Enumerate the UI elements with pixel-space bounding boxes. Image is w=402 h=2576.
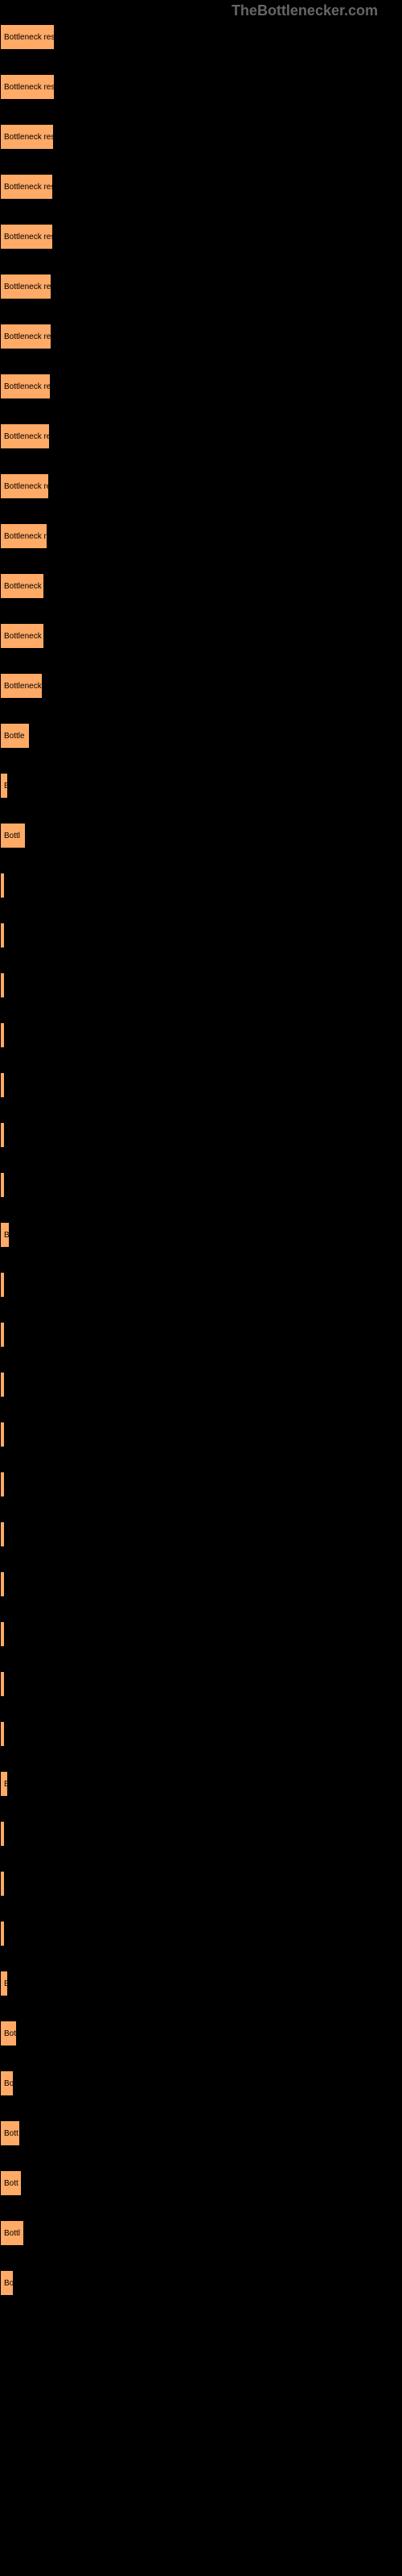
bar-row bbox=[0, 1521, 402, 1547]
bar: Bottleneck bbox=[0, 623, 44, 649]
bar-row bbox=[0, 972, 402, 998]
bar-row: B bbox=[0, 1222, 402, 1248]
bar-row bbox=[0, 1322, 402, 1348]
bar-row: Bottleneck bbox=[0, 673, 402, 699]
bar: Bott bbox=[0, 2120, 20, 2146]
bar-row bbox=[0, 1571, 402, 1597]
bar-row: Bottleneck result bbox=[0, 274, 402, 299]
bar-row: Bottleneck result bbox=[0, 523, 402, 549]
bar: Bottleneck bbox=[0, 673, 43, 699]
bar bbox=[0, 1521, 5, 1547]
bar bbox=[0, 873, 5, 898]
bar bbox=[0, 1571, 5, 1597]
bar-row: Bottleneck result bbox=[0, 423, 402, 449]
bar-row: Bott bbox=[0, 2170, 402, 2196]
bar bbox=[0, 1372, 5, 1397]
bar: Bottleneck result bbox=[0, 374, 51, 399]
bar-row: B bbox=[0, 773, 402, 799]
bar-row: Bottl bbox=[0, 823, 402, 848]
bar bbox=[0, 1721, 5, 1747]
bar-row bbox=[0, 1122, 402, 1148]
bar: Bottleneck result bbox=[0, 124, 54, 150]
bar bbox=[0, 1022, 5, 1048]
bar: B bbox=[0, 1222, 10, 1248]
bar-row: Bottleneck bbox=[0, 573, 402, 599]
bar-row bbox=[0, 1072, 402, 1098]
bar-row bbox=[0, 1721, 402, 1747]
bar bbox=[0, 1621, 5, 1647]
bar: B bbox=[0, 1771, 8, 1797]
bar: Bott bbox=[0, 2170, 22, 2196]
bar bbox=[0, 1921, 5, 1946]
bar-row bbox=[0, 1921, 402, 1946]
bar: Bottleneck result bbox=[0, 324, 51, 349]
bar-chart: Bottleneck result Bottleneck result Bottle… bbox=[0, 0, 402, 2336]
bar-row: Bo bbox=[0, 2270, 402, 2296]
bar-row: B bbox=[0, 1771, 402, 1797]
bar bbox=[0, 1272, 5, 1298]
bar: Bottl bbox=[0, 2220, 24, 2246]
bar bbox=[0, 972, 5, 998]
bar: Bo bbox=[0, 2070, 14, 2096]
bar-row bbox=[0, 1821, 402, 1847]
bar-row: Bottleneck result bbox=[0, 124, 402, 150]
bar-row bbox=[0, 1272, 402, 1298]
bar-row: Bott bbox=[0, 2120, 402, 2146]
bar-row: Bottleneck result bbox=[0, 374, 402, 399]
bar-row: Bottl bbox=[0, 2220, 402, 2246]
bar-row bbox=[0, 1871, 402, 1897]
bar-row: Bo bbox=[0, 2070, 402, 2096]
bar: Bottleneck result bbox=[0, 423, 50, 449]
bar: Bottleneck result bbox=[0, 24, 55, 50]
bar: Bot bbox=[0, 2021, 17, 2046]
bar-row bbox=[0, 1422, 402, 1447]
bar bbox=[0, 1871, 5, 1897]
bar-row: B bbox=[0, 1971, 402, 1996]
bar: Bottleneck result bbox=[0, 174, 53, 200]
bar: B bbox=[0, 1971, 8, 1996]
bar: Bottleneck result bbox=[0, 74, 55, 100]
bar bbox=[0, 1422, 5, 1447]
bar: Bottl bbox=[0, 823, 26, 848]
bar bbox=[0, 1072, 5, 1098]
bar-row: Bottleneck result bbox=[0, 174, 402, 200]
bar-row bbox=[0, 1472, 402, 1497]
bar: Bottleneck result bbox=[0, 274, 51, 299]
bar: Bottleneck result bbox=[0, 224, 53, 250]
bar-row bbox=[0, 1022, 402, 1048]
bar: Bo bbox=[0, 2270, 14, 2296]
bar bbox=[0, 923, 5, 948]
bar-row: Bottleneck result bbox=[0, 473, 402, 499]
bar-row: Bot bbox=[0, 2021, 402, 2046]
bar-row: Bottleneck result bbox=[0, 324, 402, 349]
bar-row: Bottleneck result bbox=[0, 224, 402, 250]
bar: Bottleneck result bbox=[0, 473, 49, 499]
bar-row bbox=[0, 1621, 402, 1647]
bar bbox=[0, 1821, 5, 1847]
bar: Bottleneck result bbox=[0, 523, 47, 549]
bar bbox=[0, 1671, 5, 1697]
bar-row: Bottleneck result bbox=[0, 24, 402, 50]
watermark-text: TheBottlenecker.com bbox=[232, 2, 378, 19]
bar-row bbox=[0, 1671, 402, 1697]
bar-row: Bottleneck result bbox=[0, 74, 402, 100]
bar bbox=[0, 1122, 5, 1148]
bar-row: Bottleneck bbox=[0, 623, 402, 649]
bar-row bbox=[0, 873, 402, 898]
bar: B bbox=[0, 773, 8, 799]
bar-row: Bottle bbox=[0, 723, 402, 749]
bar: Bottle bbox=[0, 723, 30, 749]
bar-row bbox=[0, 1172, 402, 1198]
bar bbox=[0, 1322, 5, 1348]
bar-row bbox=[0, 1372, 402, 1397]
bar bbox=[0, 1172, 5, 1198]
bar-row bbox=[0, 923, 402, 948]
bar: Bottleneck bbox=[0, 573, 44, 599]
bar bbox=[0, 1472, 5, 1497]
